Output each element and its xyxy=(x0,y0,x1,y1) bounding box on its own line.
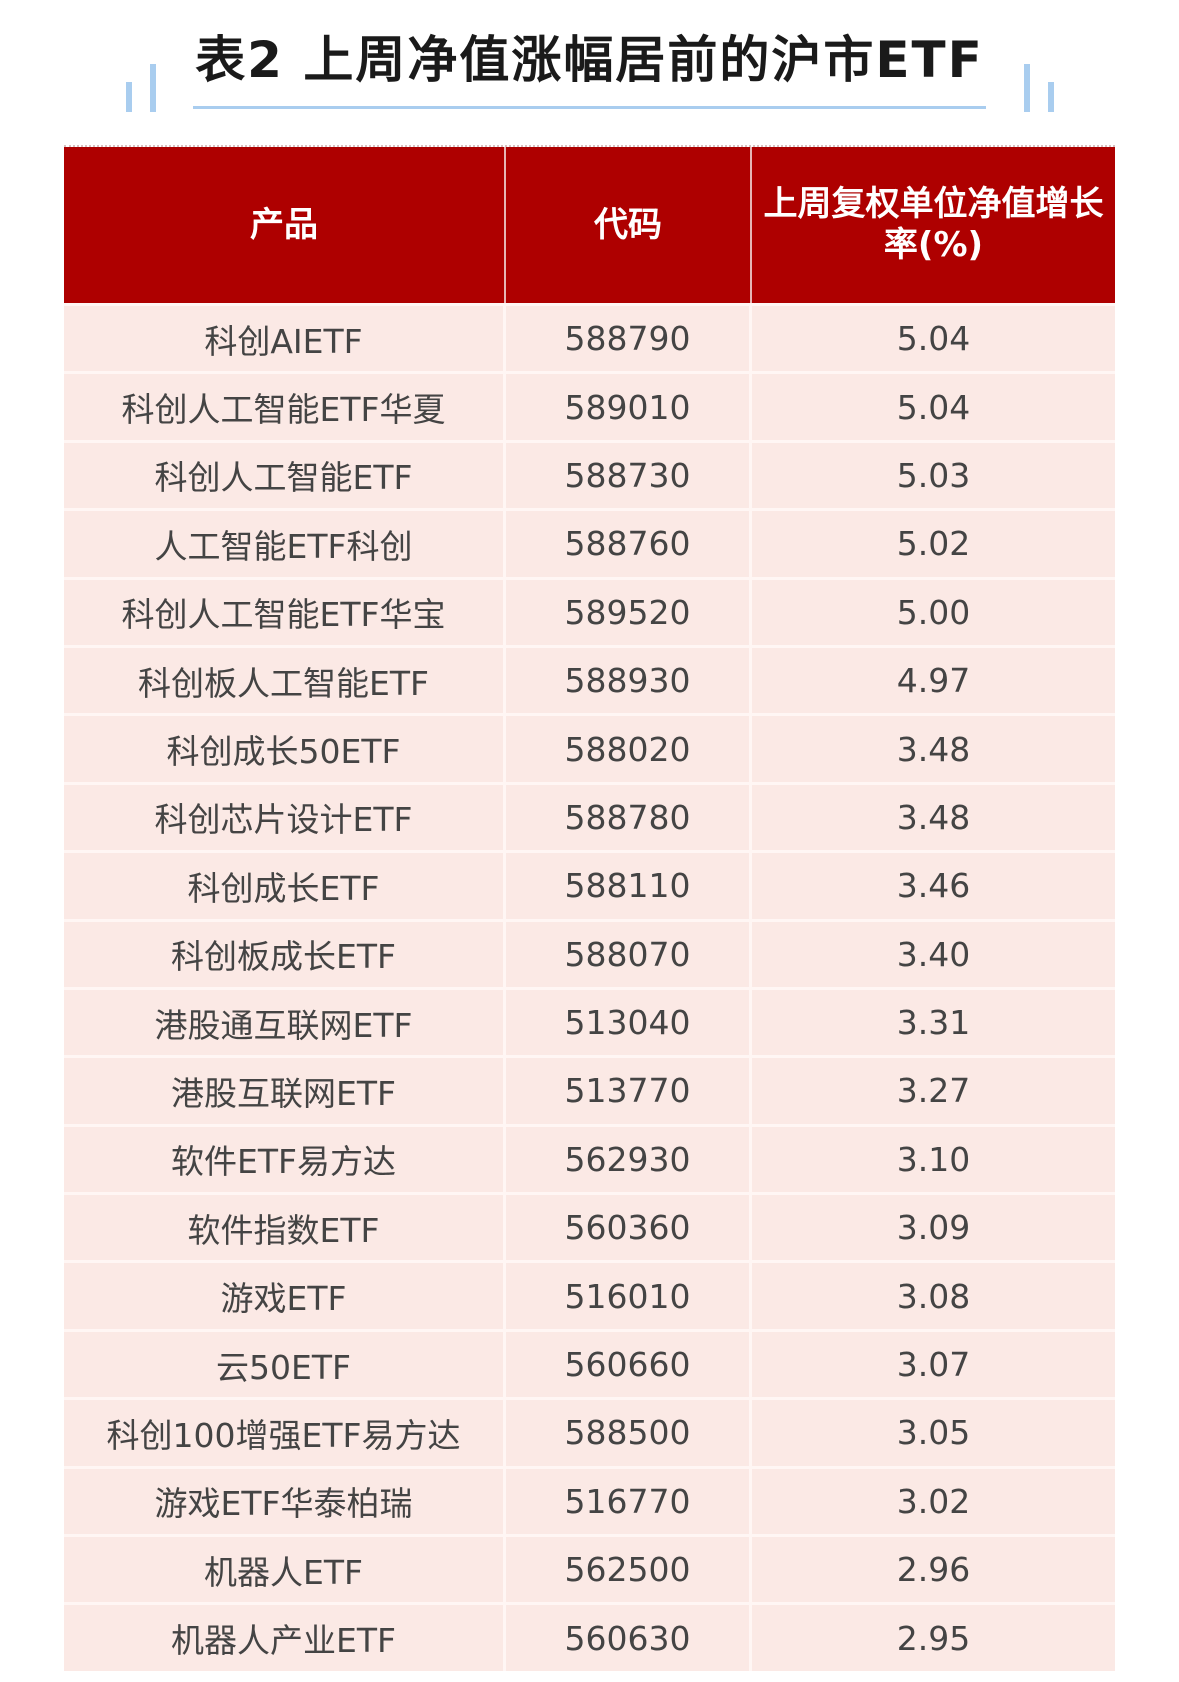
cell-growth-rate: 4.97 xyxy=(896,661,971,701)
cell-code: 588500 xyxy=(506,1400,752,1466)
etf-table: 产品 代码 上周复权单位净值增长率(%) 科创AIETF 588790 5.04 科创… xyxy=(64,145,1115,1671)
cell-growth-rate: 5.02 xyxy=(896,524,971,564)
cell-code: 588760 xyxy=(506,511,752,577)
cell-growth-rate: 3.40 xyxy=(896,934,971,974)
cell-code: 588730 xyxy=(506,442,752,509)
cell-growth-rate: 3.46 xyxy=(896,866,971,906)
cell-growth-rate: 3.05 xyxy=(896,1413,971,1453)
cell-code: 560360 xyxy=(506,1195,752,1261)
cell-growth-rate: 5.04 xyxy=(896,319,971,359)
cell-product: 科创板人工智能ETF xyxy=(64,647,506,714)
cell-product: 机器人产业ETF xyxy=(64,1605,506,1671)
cell-code: 562930 xyxy=(506,1126,752,1193)
cell-product: 科创成长ETF xyxy=(64,853,506,919)
cell-product: 科创成长50ETF xyxy=(64,716,506,782)
cell-product: 人工智能ETF科创 xyxy=(64,511,506,577)
cell-growth-rate: 2.96 xyxy=(896,1550,971,1590)
table-row: 科创人工智能ETF华宝 589520 5.00 xyxy=(64,576,1115,645)
table-row: 港股互联网ETF 513770 3.27 xyxy=(64,1055,1115,1124)
decorative-bar xyxy=(126,82,132,112)
table-row: 游戏ETF 516010 3.08 xyxy=(64,1260,1115,1329)
title-underline xyxy=(193,106,986,109)
cell-code: 513770 xyxy=(506,1058,752,1124)
cell-growth-rate: 3.27 xyxy=(896,1071,971,1111)
cell-growth-rate: 3.07 xyxy=(896,1345,971,1385)
table-header: 产品 代码 上周复权单位净值增长率(%) xyxy=(64,147,1115,303)
table-title: 表2 上周净值涨幅居前的沪市ETF xyxy=(195,31,984,89)
cell-growth-rate: 3.08 xyxy=(896,1276,971,1316)
header-growth-rate: 上周复权单位净值增长率(%) xyxy=(763,184,1104,265)
table-row: 机器人ETF 562500 2.96 xyxy=(64,1534,1115,1603)
cell-product: 科创人工智能ETF华宝 xyxy=(64,579,506,645)
cell-product: 游戏ETF华泰柏瑞 xyxy=(64,1468,506,1535)
cell-code: 513040 xyxy=(506,989,752,1056)
cell-growth-rate: 3.02 xyxy=(896,1481,971,1521)
table-row: 科创人工智能ETF 588730 5.03 xyxy=(64,439,1115,509)
table-row: 云50ETF 560660 3.07 xyxy=(64,1328,1115,1398)
cell-code: 516770 xyxy=(506,1468,752,1535)
cell-code: 560630 xyxy=(506,1605,752,1671)
cell-code: 588790 xyxy=(506,306,752,372)
cell-code: 560660 xyxy=(506,1331,752,1398)
table-row: 科创100增强ETF易方达 588500 3.05 xyxy=(64,1397,1115,1466)
cell-code: 589010 xyxy=(506,374,752,440)
table-row: 软件ETF易方达 562930 3.10 xyxy=(64,1123,1115,1193)
table-row: 科创人工智能ETF华夏 589010 5.04 xyxy=(64,371,1115,440)
cell-product: 科创人工智能ETF xyxy=(64,442,506,509)
cell-code: 588020 xyxy=(506,716,752,782)
table-row: 科创AIETF 588790 5.04 xyxy=(64,303,1115,372)
cell-code: 562500 xyxy=(506,1537,752,1603)
cell-code: 588780 xyxy=(506,784,752,851)
cell-product: 机器人ETF xyxy=(64,1537,506,1603)
cell-product: 软件指数ETF xyxy=(64,1195,506,1261)
cell-code: 588070 xyxy=(506,921,752,987)
table-row: 软件指数ETF 560360 3.09 xyxy=(64,1192,1115,1261)
cell-product: 港股互联网ETF xyxy=(64,1058,506,1124)
cell-code: 589520 xyxy=(506,579,752,645)
table-row: 港股通互联网ETF 513040 3.31 xyxy=(64,986,1115,1056)
table-body: 科创AIETF 588790 5.04 科创人工智能ETF华夏 589010 5.04 科创… xyxy=(64,303,1115,1671)
cell-product: 科创AIETF xyxy=(64,306,506,372)
table-row: 科创成长ETF 588110 3.46 xyxy=(64,850,1115,919)
cell-product: 云50ETF xyxy=(64,1331,506,1398)
header-code: 代码 xyxy=(506,147,752,303)
cell-growth-rate: 5.04 xyxy=(896,387,971,427)
table-row: 机器人产业ETF 560630 2.95 xyxy=(64,1602,1115,1671)
decorative-bar xyxy=(150,64,156,112)
decorative-bar xyxy=(1024,64,1030,112)
table-row: 科创芯片设计ETF 588780 3.48 xyxy=(64,781,1115,851)
header-product: 产品 xyxy=(64,147,506,303)
cell-product: 科创人工智能ETF华夏 xyxy=(64,374,506,440)
table-row: 科创成长50ETF 588020 3.48 xyxy=(64,713,1115,782)
cell-growth-rate: 3.10 xyxy=(896,1139,971,1179)
table-row: 科创板成长ETF 588070 3.40 xyxy=(64,918,1115,987)
cell-product: 软件ETF易方达 xyxy=(64,1126,506,1193)
cell-product: 科创100增强ETF易方达 xyxy=(64,1400,506,1466)
cell-product: 游戏ETF xyxy=(64,1263,506,1329)
table-row: 科创板人工智能ETF 588930 4.97 xyxy=(64,644,1115,714)
cell-growth-rate: 3.31 xyxy=(896,1003,971,1043)
cell-code: 516010 xyxy=(506,1263,752,1329)
cell-product: 科创板成长ETF xyxy=(64,921,506,987)
cell-code: 588930 xyxy=(506,647,752,714)
table-row: 人工智能ETF科创 588760 5.02 xyxy=(64,508,1115,577)
cell-growth-rate: 2.95 xyxy=(896,1618,971,1658)
cell-growth-rate: 5.00 xyxy=(896,592,971,632)
cell-product: 科创芯片设计ETF xyxy=(64,784,506,851)
decorative-bar xyxy=(1048,82,1054,112)
cell-growth-rate: 3.48 xyxy=(896,729,971,769)
table-row: 游戏ETF华泰柏瑞 516770 3.02 xyxy=(64,1465,1115,1535)
cell-product: 港股通互联网ETF xyxy=(64,989,506,1056)
cell-growth-rate: 5.03 xyxy=(896,455,971,495)
cell-growth-rate: 3.09 xyxy=(896,1208,971,1248)
cell-code: 588110 xyxy=(506,853,752,919)
cell-growth-rate: 3.48 xyxy=(896,797,971,837)
